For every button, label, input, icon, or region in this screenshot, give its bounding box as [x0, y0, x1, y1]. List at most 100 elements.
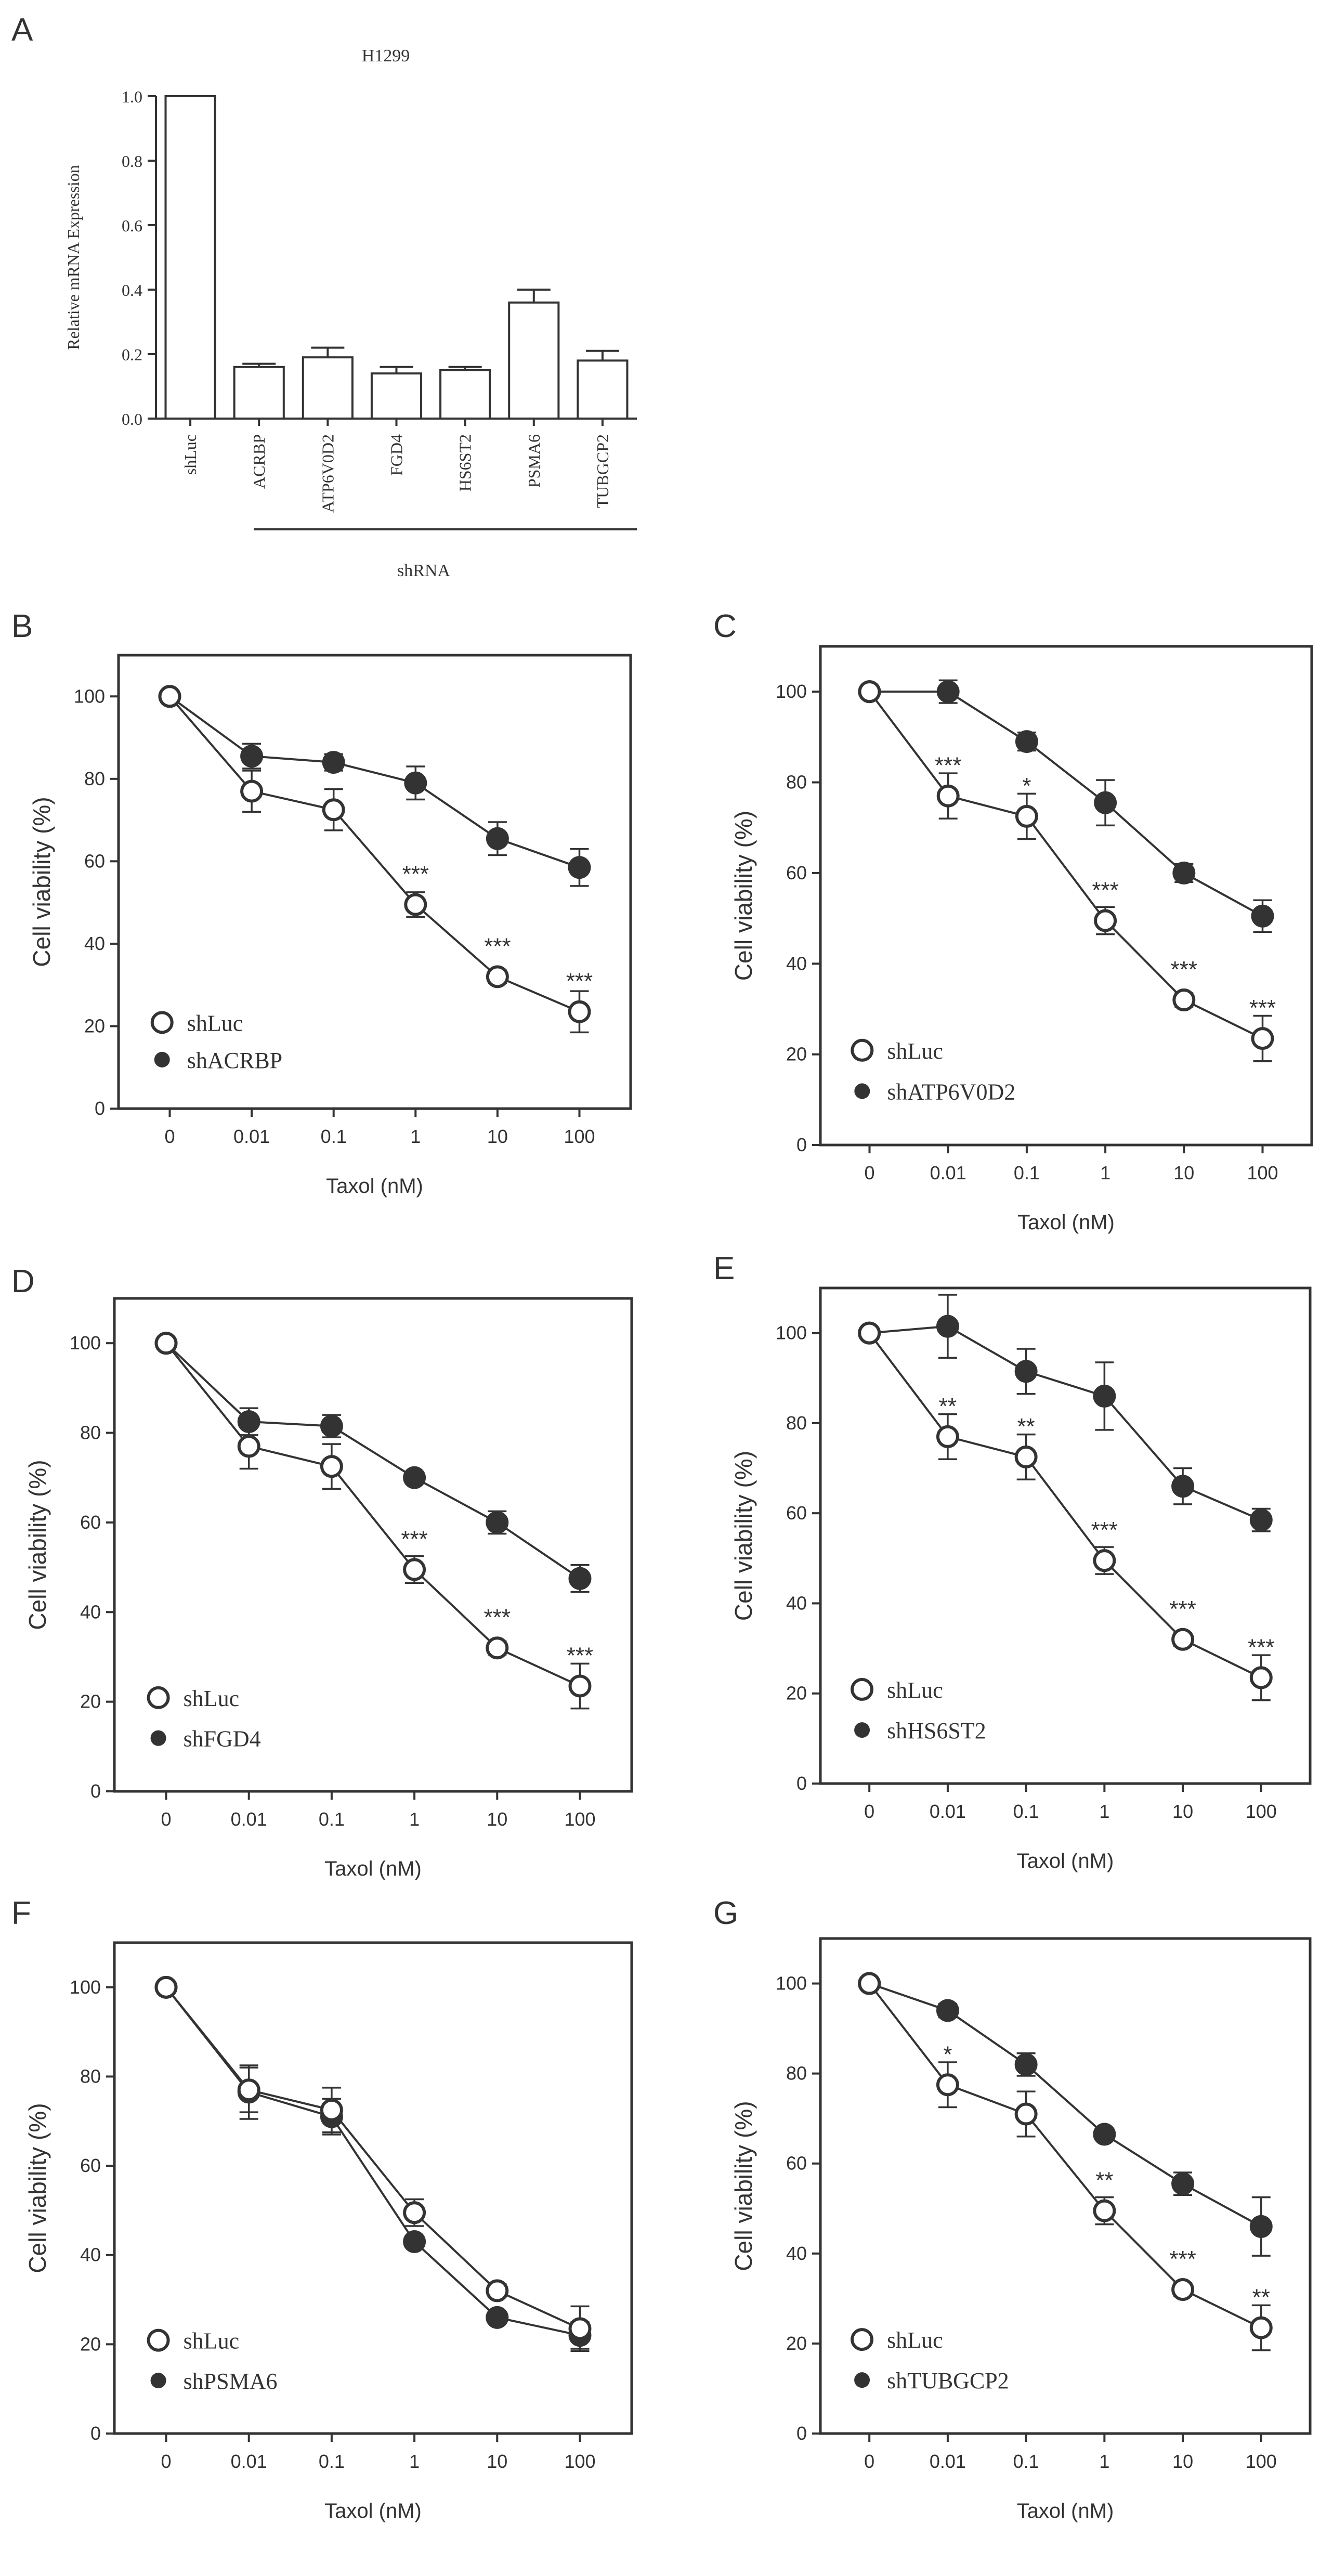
x-tick-label: 0	[161, 2451, 171, 2472]
x-tick-label: 100	[1246, 1801, 1277, 1822]
panel-d-line-chart: D 0 20 40 60 80 100 0 0.01 0.1 1 10 100 Taxol (nM) Cel…	[11, 1264, 633, 1880]
y-tick-label: 40	[786, 2243, 807, 2264]
panel-label-f: F	[11, 1895, 31, 1931]
significance-annotation: ***	[567, 1643, 593, 1668]
legend-marker-filled	[154, 1051, 170, 1068]
significance-annotation: ***	[1091, 1517, 1118, 1543]
x-tick-label: 0.01	[233, 1126, 270, 1147]
y-tick-label: 0.6	[122, 216, 142, 235]
data-point-open	[1251, 1027, 1274, 1050]
series-line	[869, 1982, 1262, 2228]
data-point-open	[1014, 2102, 1038, 2126]
significance-annotation: ***	[401, 1526, 427, 1552]
data-point-filled	[1093, 2123, 1116, 2146]
panel-label-a: A	[11, 12, 33, 48]
series-line	[165, 1986, 580, 2337]
data-point-filled	[1249, 2215, 1273, 2238]
data-point-filled	[403, 1466, 426, 1489]
y-axis-label: Cell viability (%)	[28, 797, 55, 967]
y-tick-label: 20	[84, 1015, 105, 1036]
y-tick-label: 60	[80, 1512, 101, 1533]
data-point-filled	[1172, 861, 1196, 884]
significance-annotation: ***	[1249, 995, 1276, 1021]
y-tick-label: 0	[796, 1134, 807, 1155]
panel-label-b: B	[11, 608, 33, 644]
x-tick-label: 100	[564, 1126, 595, 1147]
bar	[577, 359, 629, 420]
bar	[439, 369, 491, 420]
x-tick-label: 0	[864, 2451, 874, 2472]
significance-annotation: ***	[935, 753, 961, 778]
y-tick-label: 0.8	[122, 152, 142, 171]
data-point-open	[237, 1435, 260, 1458]
series-shLuc	[858, 680, 1274, 1062]
y-axis-label: Cell viability (%)	[24, 2103, 51, 2273]
x-axis-label: Taxol (nM)	[1017, 1211, 1115, 1234]
series-line	[869, 691, 1263, 917]
legend-label: shLuc	[184, 2328, 240, 2354]
x-tick-label: 0.1	[321, 1126, 347, 1147]
legend-label: shFGD4	[184, 1726, 261, 1752]
bar	[302, 356, 354, 420]
data-point-filled	[568, 1567, 592, 1590]
data-point-open	[404, 893, 427, 916]
panel-a-bar-chart: A H1299 0.0 0.2 0.4 0.6 0.8 1.0 Relative mRNA Ex…	[11, 12, 637, 580]
data-point-filled	[1014, 2053, 1038, 2076]
significance-annotation: **	[1017, 1414, 1035, 1439]
x-axis-label: Taxol (nM)	[326, 1175, 423, 1198]
significance-annotation: ***	[1171, 957, 1197, 982]
significance-annotation: *	[943, 2041, 952, 2067]
panel-label-c: C	[713, 608, 737, 644]
y-tick-label: 0	[796, 2423, 807, 2444]
data-point-open	[1093, 1549, 1116, 1572]
series-shLuc	[858, 1321, 1273, 1701]
data-point-filled	[403, 2230, 426, 2253]
x-tick-label: ATP6V0D2	[318, 434, 337, 513]
data-point-filled	[1249, 1508, 1273, 1532]
data-point-open	[1172, 988, 1196, 1012]
data-point-open	[403, 1558, 426, 1581]
panel-g-line-chart: G 0 20 40 60 80 100 0 0.01 0.1 1 10 100 Taxol (nM) Cel…	[713, 1895, 1312, 2522]
data-point-open	[486, 1636, 509, 1660]
y-tick-label: 0	[90, 1780, 101, 1802]
x-tick-label: 10	[487, 2451, 507, 2472]
y-tick-label: 60	[786, 1502, 807, 1524]
x-axis-label: Taxol (nM)	[1017, 2500, 1114, 2522]
data-point-filled	[486, 1511, 509, 1534]
series-shLuc	[858, 1972, 1273, 2351]
significance-annotation: ***	[1092, 877, 1118, 903]
data-point-filled	[936, 1315, 959, 1338]
legend-label: shHS6ST2	[887, 1718, 986, 1744]
y-tick-label: 40	[786, 953, 807, 974]
data-point-filled	[936, 1999, 959, 2022]
series-line	[868, 1983, 1262, 2329]
data-point-open	[1093, 2199, 1116, 2222]
series-line	[868, 1332, 1262, 1679]
y-tick-label: 20	[80, 2333, 101, 2354]
series-line	[165, 1342, 581, 1687]
significance-annotation: ***	[1169, 1596, 1196, 1622]
data-point-filled	[1093, 1384, 1116, 1408]
legend-marker-open	[851, 1677, 874, 1701]
y-tick-label: 100	[776, 1973, 807, 1994]
significance-annotation: **	[1252, 2285, 1270, 2310]
data-point-open	[1171, 2278, 1195, 2301]
y-tick-label: 60	[84, 850, 105, 871]
legend-marker-open	[147, 2328, 170, 2352]
panel-b-line-chart: B 0 20 40 60 80 100 0 0.01 0.1 1 10 100 Taxol (nM) Cel…	[11, 608, 632, 1198]
y-tick-label: 100	[776, 681, 807, 702]
y-tick-label: 40	[80, 2244, 101, 2266]
plot-frame	[113, 1297, 633, 1793]
data-point-filled	[322, 751, 345, 774]
x-tick-label: 0.1	[319, 1809, 345, 1830]
x-tick-label: PSMA6	[525, 434, 543, 488]
chart-title: H1299	[362, 46, 410, 66]
series-line	[869, 1325, 1262, 1521]
legend-marker-open	[851, 2328, 874, 2351]
data-point-open	[154, 1975, 178, 1999]
x-tick-label: TUBGCP2	[593, 434, 612, 508]
series-line	[868, 691, 1263, 1039]
x-tick-label: 10	[487, 1126, 508, 1147]
plot-frame	[819, 1937, 1312, 2435]
y-tick-label: 20	[80, 1691, 101, 1712]
